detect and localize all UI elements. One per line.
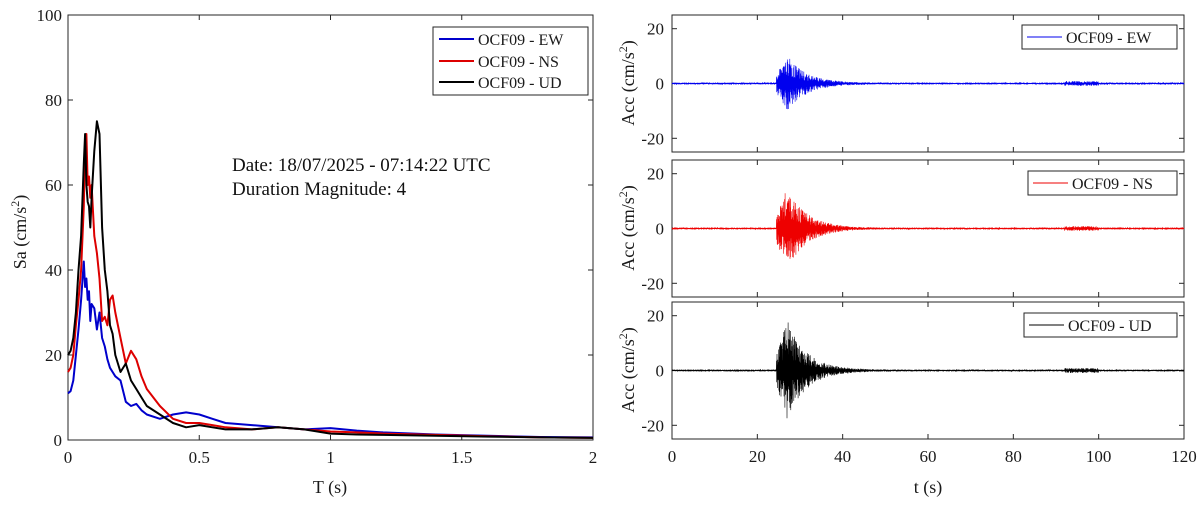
event-date-annotation: Date: 18/07/2025 - 07:14:22 UTC [232, 155, 491, 176]
legend-label-ns: OCF09 - NS [478, 54, 559, 71]
acc-ud-y-axis-label: Acc (cm/s2) [616, 327, 639, 412]
spectrum-series-group [67, 120, 594, 439]
spectrum-y-tick-label: 20 [45, 346, 62, 365]
spectrum-x-tick-label: 0.5 [189, 448, 210, 467]
spectrum-y-tick-label: 60 [45, 176, 62, 195]
spectrum-x-tick-label: 0 [64, 448, 73, 467]
acc-ns-y-axis-label: Acc (cm/s2) [616, 185, 639, 270]
acc-ud-trace-group [671, 322, 1185, 419]
spectrum-series-ud [67, 120, 594, 439]
spectrum-y-tick-label: 40 [45, 261, 62, 280]
spectrum-x-tick-label: 1 [326, 448, 335, 467]
acc-ew-legend-label: OCF09 - EW [1066, 30, 1152, 47]
spectrum-legend: OCF09 - EW OCF09 - NS OCF09 - UD [432, 26, 589, 96]
acc-y-tick-label: 0 [656, 220, 665, 239]
acc-y-tick-label: -20 [641, 129, 664, 148]
acc-trace-ew [671, 58, 1185, 110]
acc-y-tick-label: 0 [656, 75, 665, 94]
spectrum-x-tick-label: 1.5 [451, 448, 472, 467]
spectrum-series-ew [67, 260, 594, 439]
legend-label-ud: OCF09 - UD [478, 75, 562, 92]
acc-x-tick-label: 60 [920, 447, 937, 466]
acc-ew-ticks: -20 0 20 [641, 15, 1185, 152]
acc-x-tick-label: 100 [1086, 447, 1112, 466]
spectrum-y-axis-label: Sa (cm/s2) [8, 195, 31, 270]
acc-trace-ud [671, 322, 1185, 419]
acc-ns-chart: -20 0 20 Acc (cm/s2) OCF09 - NS [616, 159, 1185, 298]
spectrum-y-tick-label: 0 [54, 431, 63, 450]
acc-x-tick-label: 20 [749, 447, 766, 466]
acc-y-tick-label: 0 [656, 362, 665, 381]
acc-y-tick-label: 20 [647, 307, 664, 326]
acc-trace-ns [671, 193, 1185, 259]
acc-y-tick-label: 20 [647, 20, 664, 39]
acc-x-tick-label: 120 [1171, 447, 1197, 466]
acc-x-tick-label: 80 [1005, 447, 1022, 466]
acc-ew-trace-group [671, 58, 1185, 110]
acc-ew-chart: -20 0 20 Acc (cm/s2) OCF09 - EW [616, 14, 1185, 153]
acc-y-tick-label: -20 [641, 416, 664, 435]
acc-x-tick-label: 0 [668, 447, 677, 466]
acc-y-tick-label: -20 [641, 274, 664, 293]
event-magnitude-annotation: Duration Magnitude: 4 [232, 179, 407, 200]
acc-ns-legend-label: OCF09 - NS [1072, 176, 1153, 193]
legend-label-ew: OCF09 - EW [478, 32, 564, 49]
acc-x-tick-label: 40 [834, 447, 851, 466]
spectrum-x-axis-label: T (s) [313, 477, 347, 498]
acc-x-axis-label: t (s) [914, 477, 943, 498]
spectrum-x-tick-label: 2 [589, 448, 598, 467]
acc-ud-legend-label: OCF09 - UD [1068, 318, 1152, 335]
spectrum-y-tick-label: 80 [45, 91, 62, 110]
acc-ew-y-axis-label: Acc (cm/s2) [616, 40, 639, 125]
acc-ns-trace-group [671, 193, 1185, 259]
spectrum-y-tick-label: 100 [37, 6, 63, 25]
acc-y-tick-label: 20 [647, 165, 664, 184]
